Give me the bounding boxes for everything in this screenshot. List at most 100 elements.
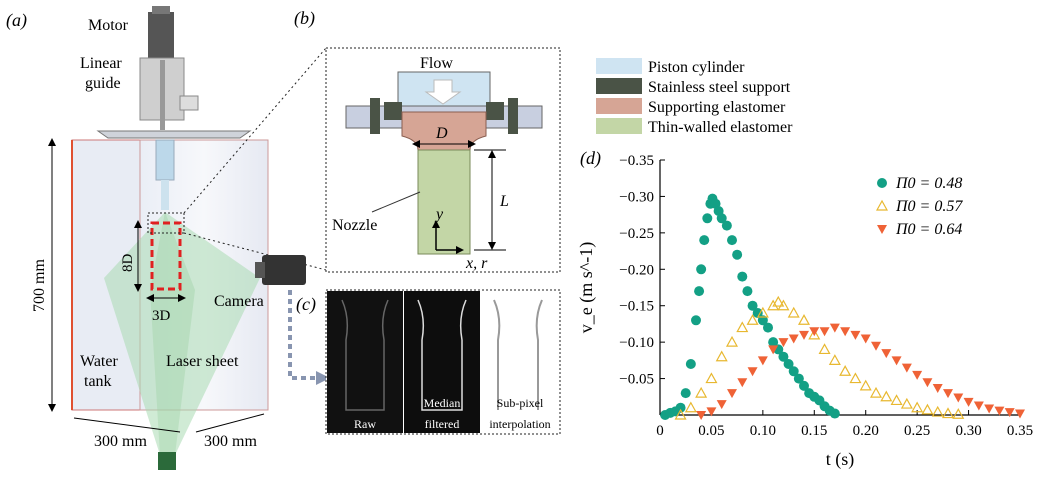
chart-legend-marker-0: [877, 178, 887, 188]
data-point: [696, 264, 707, 275]
data-point: [736, 321, 749, 333]
data-point: [1015, 409, 1025, 419]
y-tick-label: −0.25: [619, 226, 654, 242]
data-point: [777, 299, 790, 311]
data-point: [767, 299, 780, 311]
y-tick-label: −0.10: [619, 335, 654, 351]
median-text-1: Median: [424, 396, 461, 410]
data-point: [680, 388, 691, 399]
data-point: [747, 367, 758, 377]
data-point: [737, 271, 748, 282]
data-point: [818, 343, 831, 355]
data-point: [881, 349, 892, 359]
data-point: [725, 335, 739, 347]
panel-c-label: (c): [296, 294, 316, 315]
data-point: [674, 408, 687, 420]
flow-arrow-icon: [424, 79, 462, 105]
x-tick-label: 0.05: [698, 423, 724, 439]
data-point: [850, 330, 861, 340]
chart-legend-label-1: Π0 = 0.57: [895, 198, 963, 215]
height-label: 700 mm: [31, 259, 48, 312]
series-0: [660, 193, 840, 420]
legend-label-2: Supporting elastomer: [648, 99, 786, 116]
linear-guide-text-1: Linear: [80, 55, 122, 72]
zoom-box: [147, 212, 185, 234]
material-legend: Piston cylinder Stainless steel support Su…: [596, 58, 793, 136]
subpixel-text-1: Sub-pixel: [497, 396, 544, 410]
data-point: [675, 402, 686, 413]
l-label: L: [499, 193, 509, 210]
thin-walled-elastomer-part: [417, 149, 471, 255]
data-point: [768, 345, 779, 355]
data-point: [869, 386, 883, 398]
panel-a: (a) Motor Linear guide 8D 3D: [6, 6, 330, 470]
data-point: [849, 372, 862, 384]
series-2: [696, 323, 1025, 420]
panel-c: (c) Raw Median filtered Sub-pixel interp…: [296, 289, 561, 435]
panel-a-label: (a): [6, 10, 27, 31]
data-point: [788, 366, 799, 377]
subpixel-contour: [493, 299, 543, 410]
water-tank-text-2: tank: [84, 373, 112, 390]
nozzle-text: Nozzle: [332, 217, 377, 234]
y-axis-label: v_e (m s^-1): [576, 242, 597, 333]
water-tank-text-1: Water: [80, 353, 118, 370]
raw-text: Raw: [354, 417, 376, 431]
data-point: [742, 286, 753, 297]
data-point: [921, 403, 934, 415]
chart-legend-label-2: Π0 = 0.64: [895, 221, 962, 238]
x-tick-label: 0.25: [904, 423, 930, 439]
guide-rod: [160, 60, 165, 130]
linear-guide-text-2: guide: [85, 75, 121, 92]
x-axis-label: t (s): [826, 449, 855, 470]
median-text-2: filtered: [425, 417, 460, 431]
data-point: [890, 394, 903, 406]
data-point: [799, 380, 809, 391]
chart-legend-label-0: Π0 = 0.48: [895, 175, 962, 192]
dim-8d: 8D: [120, 254, 136, 273]
data-point: [715, 350, 728, 362]
data-point: [880, 390, 893, 402]
data-point: [706, 407, 717, 417]
chart-legend-marker-1: [875, 199, 889, 211]
y-tick-label: −0.35: [619, 153, 654, 169]
x-tick-label: 0.20: [853, 423, 879, 439]
data-point: [716, 400, 727, 410]
data-point: [768, 337, 779, 348]
subpixel-text-2: interpolation: [489, 417, 550, 431]
y-tick-label: −0.15: [619, 299, 654, 315]
data-point: [932, 384, 943, 394]
data-point: [828, 354, 841, 365]
raw-image: [327, 291, 403, 433]
data-point: [778, 351, 789, 362]
y-tick-label: −0.05: [619, 372, 654, 388]
data-point: [684, 401, 697, 413]
data-point: [695, 386, 708, 398]
data-point: [963, 397, 974, 407]
motor-cap: [152, 6, 170, 14]
motor-text: Motor: [88, 17, 129, 34]
data-point: [727, 389, 737, 399]
data-point: [808, 328, 821, 340]
d-label: D: [435, 125, 448, 142]
series-1: [674, 295, 965, 420]
laser-sheet-text: Laser sheet: [166, 353, 239, 370]
data-point: [829, 323, 840, 333]
data-point: [699, 235, 710, 246]
data-point: [994, 406, 1005, 416]
data-point: [788, 334, 799, 344]
data-point: [922, 378, 933, 388]
data-point: [911, 401, 924, 413]
nozzle-small: [161, 180, 169, 210]
y-axis-label: y: [434, 206, 444, 223]
panel-b: (b) Flow D L y x, r Nozzle: [294, 8, 561, 273]
legend-swatch-1: [596, 78, 642, 94]
data-point: [941, 407, 955, 419]
data-point: [1004, 408, 1015, 418]
width-text-2: 300 mm: [204, 433, 257, 450]
data-point: [952, 408, 965, 419]
x-tick-label: 0.35: [1007, 423, 1033, 439]
data-point: [840, 327, 851, 337]
data-point: [757, 356, 768, 366]
